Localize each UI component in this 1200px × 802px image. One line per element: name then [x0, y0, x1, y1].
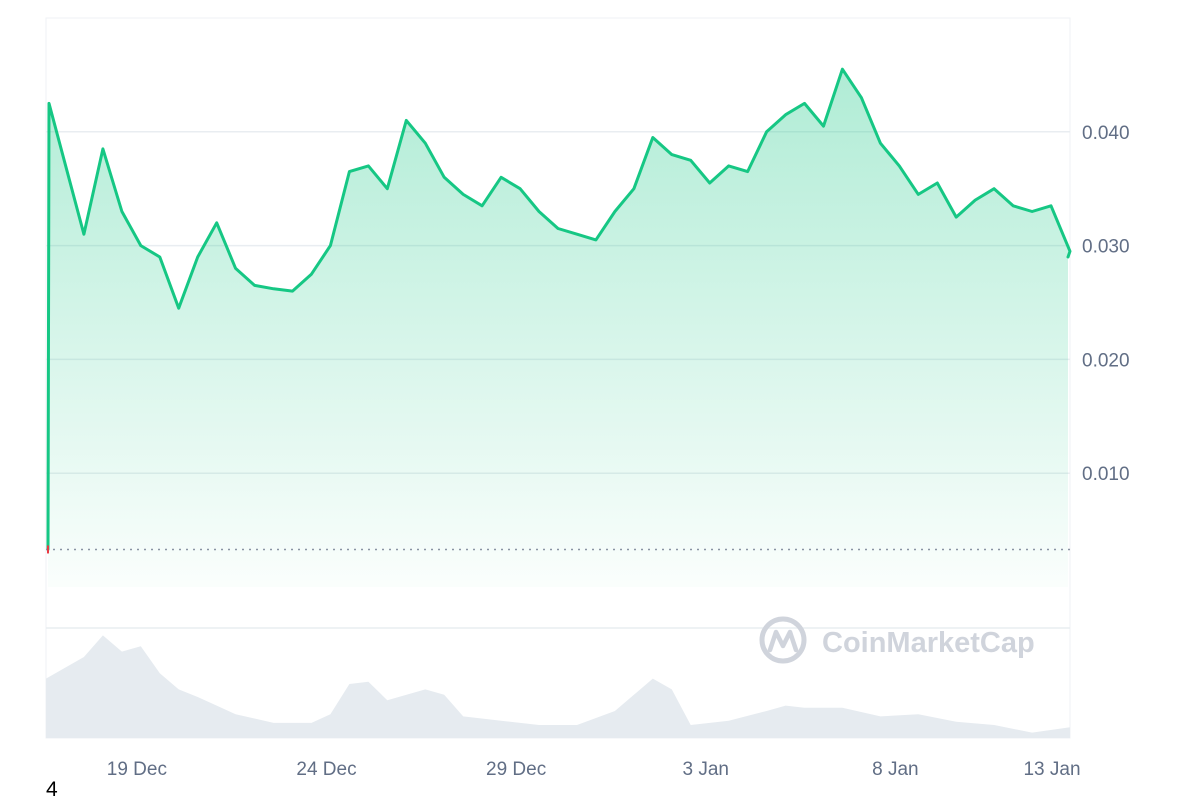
y-tick-label: 0.020 — [1082, 350, 1130, 371]
x-tick-label: 3 Jan — [682, 759, 728, 780]
x-tick-label: 19 Dec — [107, 759, 167, 780]
y-tick-label: 0.030 — [1082, 237, 1130, 258]
footnote-text: 4 — [46, 778, 58, 801]
price-line-series — [46, 67, 1072, 551]
x-tick-label: 24 Dec — [296, 759, 356, 780]
x-tick-label: 29 Dec — [486, 759, 546, 780]
y-tick-label: 0.040 — [1082, 123, 1130, 144]
x-tick-label: 8 Jan — [872, 759, 918, 780]
volume-area — [46, 635, 1070, 738]
price-area-fill — [48, 69, 1070, 587]
y-tick-label: 0.010 — [1082, 464, 1130, 485]
watermark-brand-text: CoinMarketCap — [822, 627, 1035, 659]
x-tick-label: 13 Jan — [1023, 759, 1080, 780]
y-axis-tick-labels: 0.040 0.030 0.020 0.010 — [1082, 123, 1130, 485]
coinmarketcap-watermark: CoinMarketCap — [759, 616, 1035, 664]
x-axis-tick-labels: 19 Dec 24 Dec 29 Dec 3 Jan 8 Jan 13 Jan — [107, 759, 1081, 780]
coinmarketcap-logo-icon — [759, 616, 807, 664]
